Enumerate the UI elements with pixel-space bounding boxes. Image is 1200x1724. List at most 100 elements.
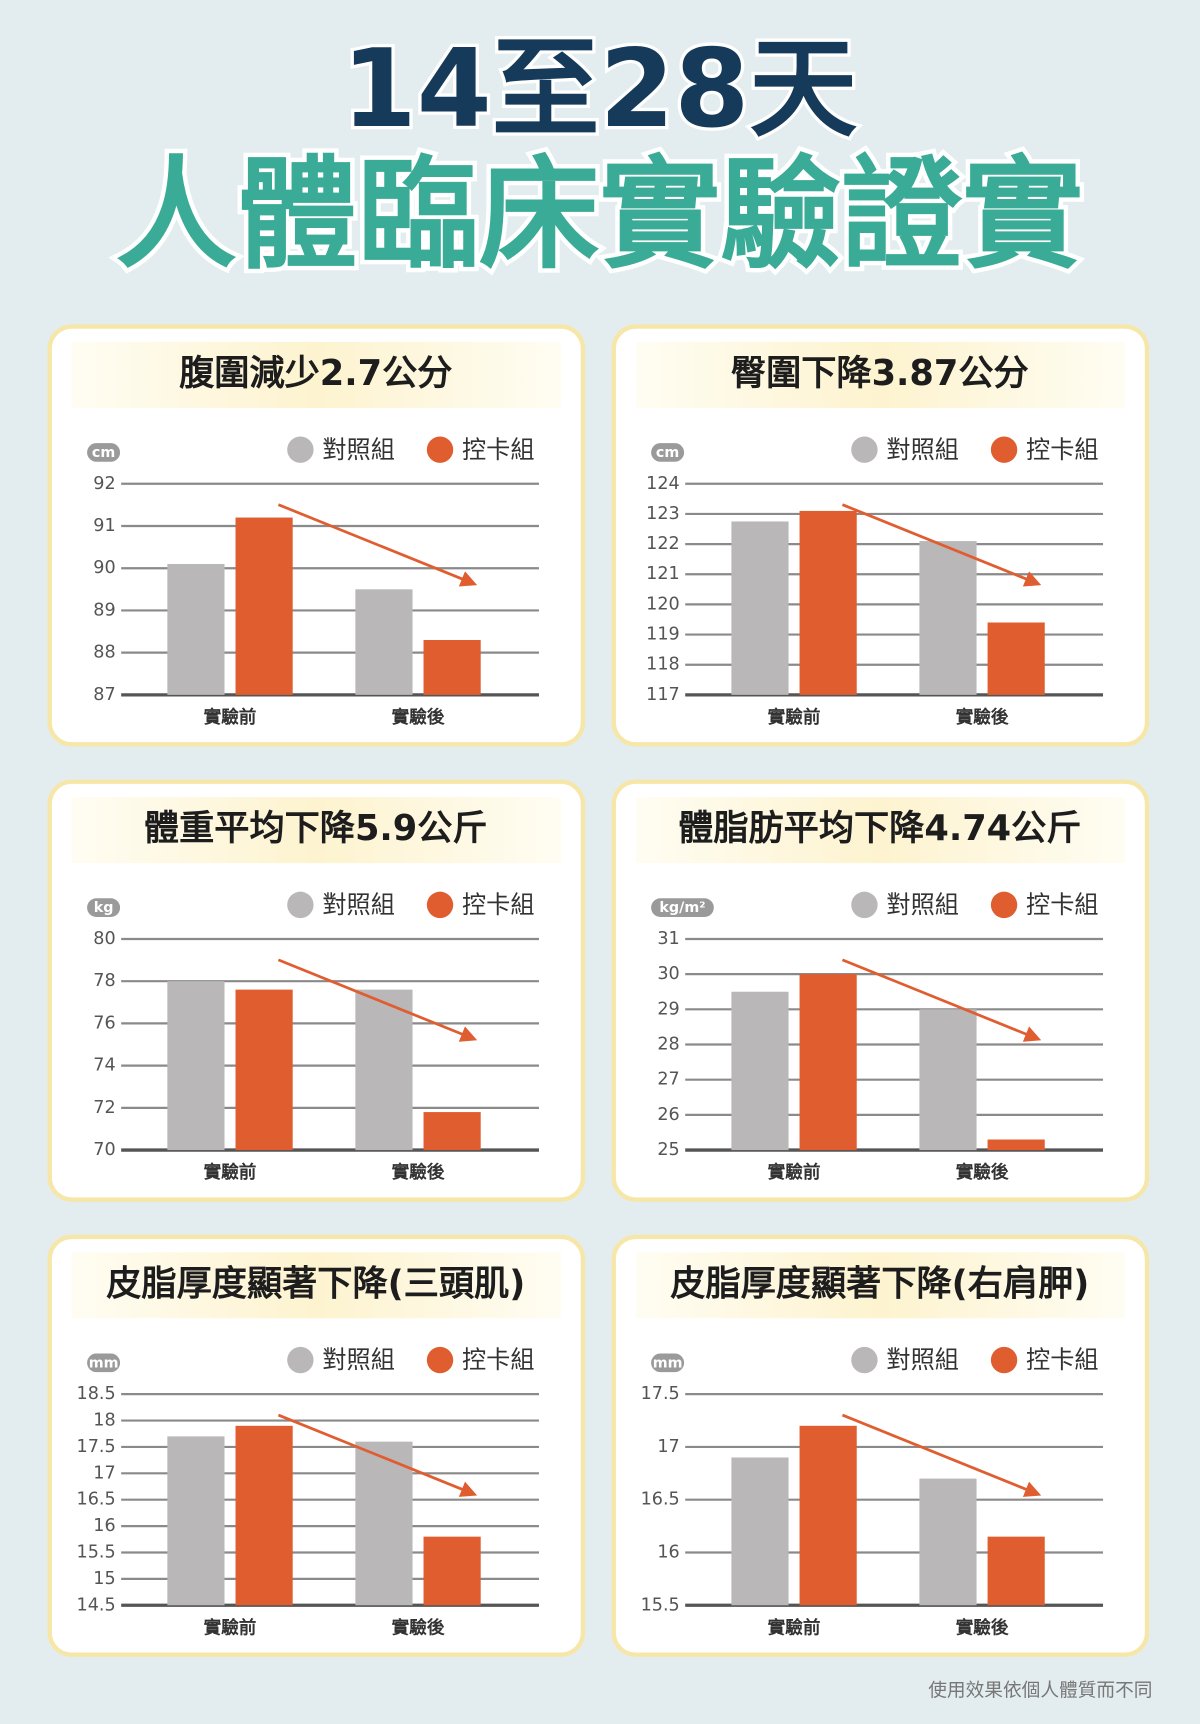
legend-label: 對照組	[886, 1346, 959, 1374]
y-tick-label: 16	[93, 1516, 115, 1536]
y-tick-label: 17	[657, 1437, 679, 1457]
bar	[235, 1425, 293, 1606]
unit-label: kg	[94, 900, 114, 916]
y-tick-label: 28	[657, 1035, 679, 1055]
x-tick-label: 實驗前	[204, 707, 257, 728]
title-band	[635, 1252, 1126, 1319]
bar	[423, 1112, 481, 1151]
chart-title: 臀圍下降3.87公分	[731, 353, 1029, 394]
chart-title: 體重平均下降5.9公斤	[144, 808, 488, 849]
y-tick-label: 25	[657, 1140, 679, 1160]
y-tick-label: 121	[646, 564, 680, 584]
y-tick-label: 123	[646, 504, 680, 524]
y-tick-label: 16	[657, 1542, 679, 1562]
bar	[355, 1441, 413, 1606]
title-band	[71, 1252, 561, 1319]
trend-arrow	[277, 1413, 478, 1497]
unit-badge	[651, 1353, 685, 1373]
unit-label: kg/m²	[659, 900, 705, 916]
headline: 14至28天	[342, 27, 858, 152]
y-tick-label: 72	[93, 1098, 115, 1118]
legend-label: 對照組	[322, 1346, 395, 1374]
legend-label: 控卡組	[1026, 436, 1099, 464]
legend-label: 對照組	[322, 436, 395, 464]
x-tick-label: 實驗前	[768, 707, 821, 728]
y-tick-label: 26	[657, 1105, 679, 1125]
x-tick-label: 實驗前	[768, 1162, 821, 1183]
y-tick-label: 87	[93, 685, 115, 705]
legend-label: 對照組	[886, 436, 959, 464]
bar	[987, 622, 1045, 695]
y-tick-label: 78	[93, 971, 115, 991]
chart-title: 腹圍減少2.7公分	[179, 353, 452, 394]
bar	[799, 510, 857, 695]
title-band	[71, 341, 561, 408]
legend-label: 控卡組	[462, 436, 535, 464]
unit-badge	[651, 443, 685, 462]
bar	[731, 991, 789, 1151]
y-tick-label: 16.5	[77, 1490, 116, 1510]
y-tick-label: 16.5	[641, 1490, 680, 1510]
footnote: 使用效果依個人體質而不同	[928, 1681, 1152, 1702]
x-tick-label: 實驗後	[956, 707, 1009, 728]
legend-swatch	[851, 891, 878, 919]
y-tick-label: 88	[93, 643, 115, 663]
bar	[731, 521, 789, 695]
x-tick-label: 實驗後	[956, 1162, 1009, 1183]
chart-panel: 皮脂厚度顯著下降(三頭肌) 對照組 控卡組 mm 14.5 15 15.5 16 16.5 17 1…	[47, 1234, 586, 1657]
bar	[799, 1425, 857, 1606]
y-tick-label: 14.5	[77, 1595, 116, 1615]
x-tick-label: 實驗後	[392, 707, 445, 728]
title-band	[635, 341, 1126, 408]
title-band	[71, 797, 561, 864]
bar	[355, 989, 413, 1151]
legend-swatch	[426, 1346, 454, 1374]
x-tick-label: 實驗前	[768, 1617, 821, 1638]
y-tick-label: 124	[646, 474, 680, 494]
y-tick-label: 117	[646, 685, 680, 705]
legend-swatch	[990, 1346, 1018, 1374]
bar	[919, 541, 977, 695]
legend-swatch	[426, 436, 454, 463]
legend-label: 控卡組	[1026, 1346, 1099, 1374]
y-tick-label: 17	[93, 1463, 115, 1483]
unit-label: mm	[89, 1355, 119, 1371]
bar	[799, 974, 857, 1151]
bar	[987, 1139, 1045, 1151]
y-tick-label: 27	[657, 1070, 679, 1090]
chart-title: 皮脂厚度顯著下降(三頭肌)	[106, 1263, 525, 1304]
legend-label: 控卡組	[462, 1346, 535, 1374]
y-tick-label: 119	[646, 625, 680, 645]
unit-label: cm	[656, 445, 679, 461]
legend-swatch	[990, 891, 1018, 919]
legend-swatch	[287, 1346, 314, 1374]
y-tick-label: 90	[93, 558, 115, 578]
trend-arrow	[841, 1413, 1042, 1497]
y-tick-label: 120	[646, 594, 680, 614]
unit-badge	[87, 1353, 121, 1373]
legend-label: 對照組	[886, 891, 959, 919]
trend-arrow	[277, 503, 478, 587]
bar	[987, 1536, 1045, 1606]
y-tick-label: 29	[657, 999, 679, 1019]
bar	[919, 1009, 977, 1151]
y-tick-label: 70	[93, 1140, 115, 1160]
y-tick-label: 15.5	[77, 1542, 116, 1562]
y-tick-label: 122	[646, 534, 680, 554]
y-tick-label: 74	[93, 1056, 115, 1076]
legend-swatch	[426, 891, 454, 919]
legend-label: 對照組	[322, 891, 395, 919]
unit-badge	[87, 443, 121, 462]
bar	[167, 1436, 225, 1606]
unit-badge	[87, 898, 121, 917]
legend-swatch	[990, 436, 1018, 463]
bar	[235, 989, 293, 1151]
y-tick-label: 91	[93, 516, 115, 536]
chart-panel: 皮脂厚度顯著下降(右肩胛) 對照組 控卡組 mm 15.5 16 16.5 17 17.5 實驗前…	[611, 1234, 1150, 1657]
legend-label: 控卡組	[1026, 891, 1099, 919]
bar	[423, 639, 481, 695]
bar	[167, 563, 225, 695]
bar	[423, 1536, 481, 1606]
